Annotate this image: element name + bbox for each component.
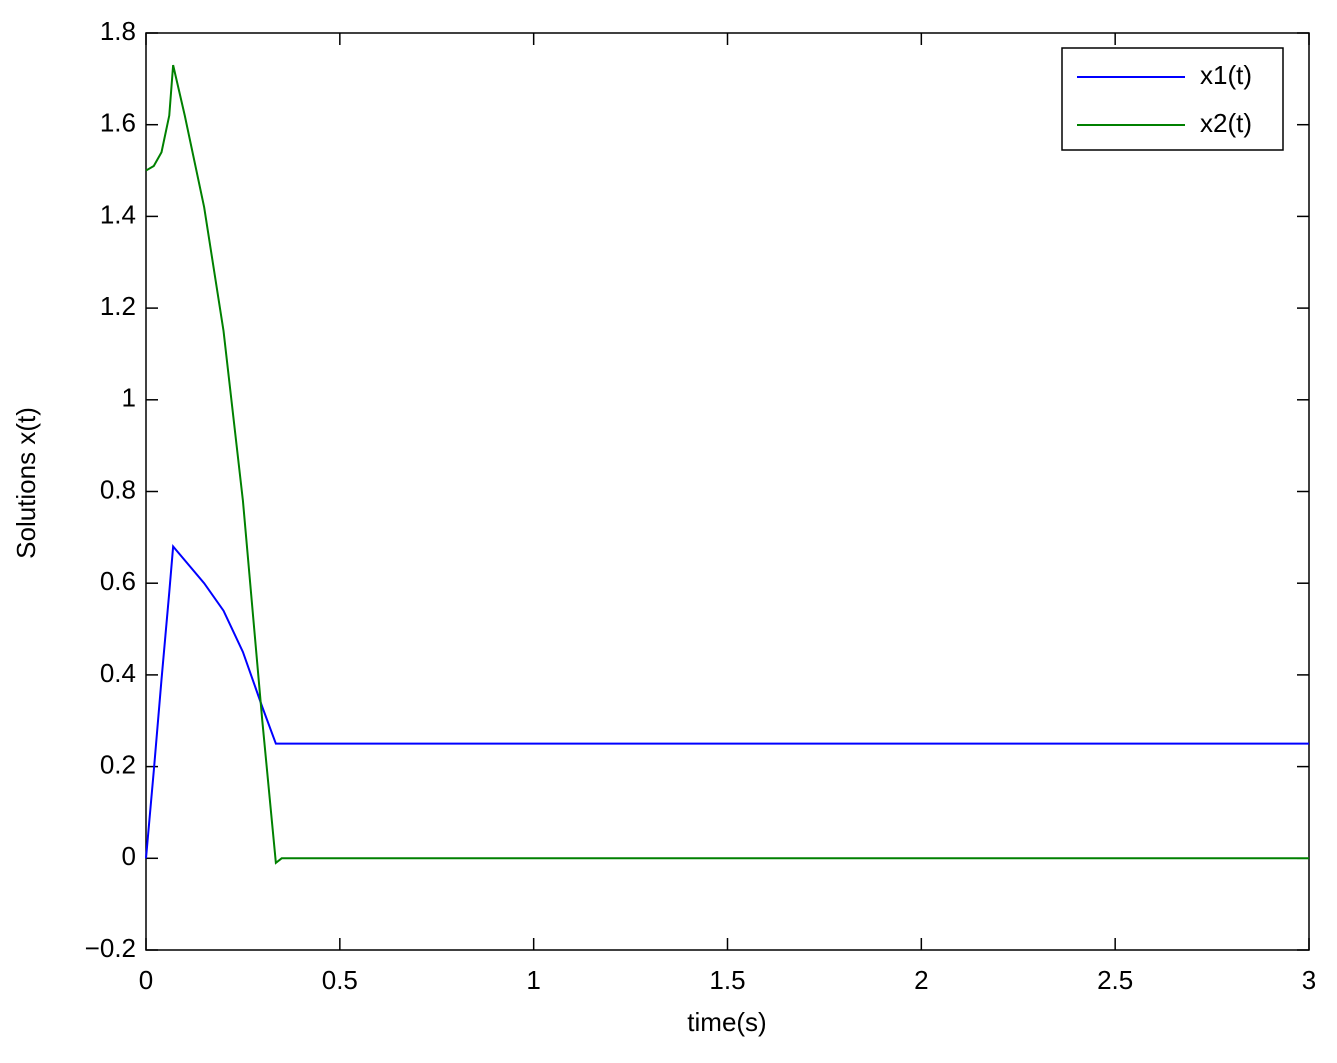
legend-label: x2(t) xyxy=(1200,108,1252,138)
y-axis-label: Solutions x(t) xyxy=(11,407,41,559)
x-tick-label: 3 xyxy=(1302,965,1316,995)
x-tick-label: 0.5 xyxy=(322,965,358,995)
legend-box xyxy=(1061,47,1284,151)
series-line xyxy=(145,544,1309,859)
y-tick-label: 0.4 xyxy=(100,658,136,688)
x-tick-label: 2 xyxy=(914,965,928,995)
legend-label: x1(t) xyxy=(1200,60,1252,90)
axes-box xyxy=(145,32,1310,951)
y-tick-label: 0.2 xyxy=(100,749,136,779)
y-tick-label: 1.2 xyxy=(100,291,136,321)
y-tick-label: 0.8 xyxy=(100,474,136,504)
x-tick-label: 2.5 xyxy=(1097,965,1133,995)
y-tick-label: 0 xyxy=(122,841,136,871)
y-tick-label: 1.8 xyxy=(100,16,136,46)
x-axis-label: time(s) xyxy=(687,1007,766,1037)
y-tick-label: 1 xyxy=(122,383,136,413)
plot-area xyxy=(146,33,1309,950)
y-tick-label: 1.6 xyxy=(100,108,136,138)
x-tick-label: 1 xyxy=(526,965,540,995)
x-tick-label: 1.5 xyxy=(709,965,745,995)
y-tick-label: −0.2 xyxy=(85,933,136,963)
y-tick-label: 0.6 xyxy=(100,566,136,596)
x-tick-label: 0 xyxy=(139,965,153,995)
series-line xyxy=(145,64,1309,865)
y-tick-label: 1.4 xyxy=(100,199,136,229)
